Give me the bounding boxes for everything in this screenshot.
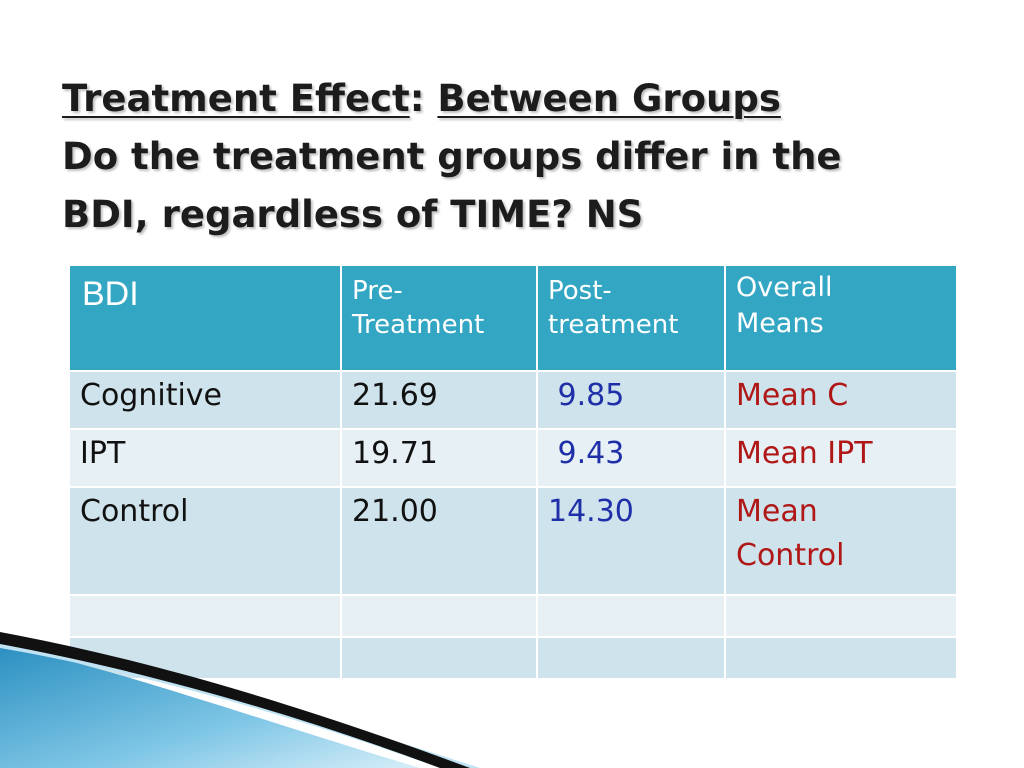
row-label: Cognitive [68,370,342,430]
header-post-treatment-text: Post- treatment [548,276,679,340]
header-bdi: BDI [68,264,342,372]
header-overall-means: Overall Means [724,264,958,372]
header-post-treatment: Post- treatment [536,264,726,372]
title-separator: : [409,77,425,120]
post-value: 9.85 [536,370,726,430]
post-value: 9.43 [536,428,726,488]
title-between-groups: Between Groups [437,77,781,120]
pre-value: 19.71 [340,428,538,488]
empty-cell [68,594,342,638]
empty-cell [340,594,538,638]
overall-mean: Mean IPT [724,428,958,488]
title-line-1: Treatment Effect: Between Groups [62,70,1002,128]
row-label: Control [68,486,342,596]
decorative-swoosh [0,632,480,768]
empty-cell [340,636,538,680]
overall-mean-text: Mean Control [736,494,845,573]
overall-mean: Mean C [724,370,958,430]
table-row-empty [68,594,958,638]
post-value: 14.30 [536,486,726,596]
header-pre-treatment: Pre- Treatment [340,264,538,372]
post-value-text: 9.85 [557,378,625,413]
header-pre-treatment-text: Pre- Treatment [352,276,485,340]
pre-value: 21.00 [340,486,538,596]
empty-cell [724,594,958,638]
table-row-empty [68,636,958,680]
table-header-row: BDI Pre- Treatment Post- treatment Overa… [68,264,958,372]
empty-cell [536,594,726,638]
title-line-2: Do the treatment groups differ in the [62,135,842,178]
overall-mean: Mean Control [724,486,958,596]
table-row: Cognitive 21.69 9.85 Mean C [68,370,958,430]
pre-value: 21.69 [340,370,538,430]
empty-cell [724,636,958,680]
swoosh-blue-wedge [0,644,420,768]
header-overall-means-text: Overall Means [736,272,833,339]
title-line-3: BDI, regardless of TIME? NS [62,193,644,236]
table-row: IPT 19.71 9.43 Mean IPT [68,428,958,488]
bdi-table: BDI Pre- Treatment Post- treatment Overa… [68,264,958,680]
title-treatment-effect: Treatment Effect [62,77,410,120]
row-label: IPT [68,428,342,488]
slide-title: Treatment Effect: Between Groups Do the … [62,70,1002,244]
table-row: Control 21.00 14.30 Mean Control [68,486,958,596]
post-value-text: 9.43 [557,436,625,471]
swoosh-black-band [0,632,470,768]
empty-cell [536,636,726,680]
